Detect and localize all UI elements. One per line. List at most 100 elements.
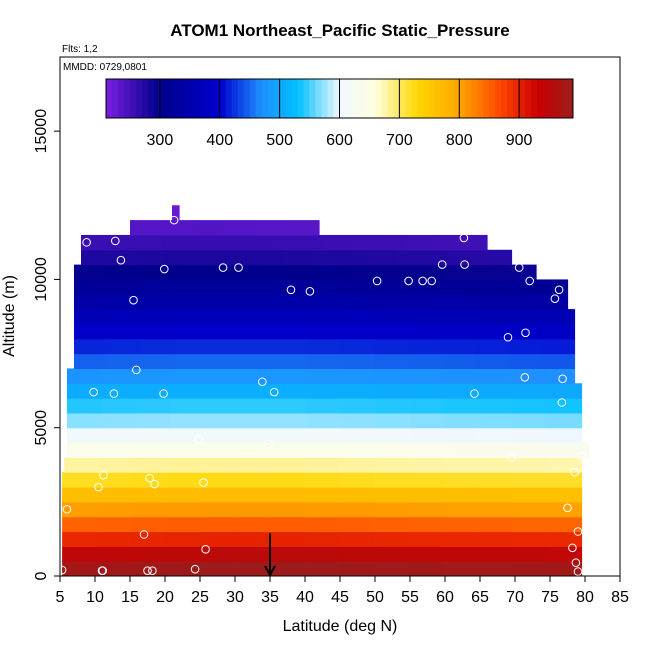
heatmap-cell xyxy=(373,546,409,562)
heatmap-cell xyxy=(341,427,377,444)
heatmap-cell xyxy=(135,264,167,281)
flight-point xyxy=(550,294,560,304)
heatmap-cell xyxy=(373,501,409,518)
heatmap-cell xyxy=(100,368,136,384)
heatmap-cell xyxy=(200,501,236,518)
heatmap-cell xyxy=(140,338,175,355)
heatmap-cell xyxy=(442,487,479,503)
colorbar-swatch xyxy=(117,79,125,118)
heatmap-cell xyxy=(269,487,306,503)
colorbar-swatch xyxy=(309,79,317,118)
heatmap-cell xyxy=(235,487,271,503)
flight-point xyxy=(460,260,469,269)
heatmap-cell xyxy=(408,501,444,518)
colorbar-swatch xyxy=(213,79,221,118)
colorbar-swatch xyxy=(489,79,496,118)
heatmap-cell xyxy=(165,531,202,547)
heatmap-cell xyxy=(408,546,444,562)
chart-title: ATOM1 Northeast_Pacific Static_Pressure xyxy=(170,21,510,40)
heatmap-cell xyxy=(240,323,275,340)
heatmap-cell xyxy=(478,412,514,429)
heatmap-cell xyxy=(341,383,377,399)
heatmap-cell xyxy=(474,264,506,281)
heatmap-cell xyxy=(167,249,197,266)
heatmap-cell xyxy=(304,516,340,533)
heatmap-cell xyxy=(216,234,244,251)
heatmap-cell xyxy=(74,323,108,340)
heatmap-cell xyxy=(165,472,202,488)
colorbar-tick-label: 400 xyxy=(206,132,233,149)
heatmap-cell xyxy=(512,472,548,488)
heatmap-cell xyxy=(351,234,380,251)
flight-point xyxy=(470,389,479,398)
colorbar-swatch xyxy=(513,79,520,118)
colorbar-swatch xyxy=(507,79,514,118)
heatmap-cell xyxy=(275,442,311,458)
flight-point xyxy=(160,264,169,274)
heatmap-cell xyxy=(207,338,242,355)
heatmap-cell xyxy=(200,516,236,533)
heatmap-cell xyxy=(169,398,205,414)
heatmap-cell xyxy=(441,353,475,369)
heatmap-cell xyxy=(512,398,548,414)
heatmap-cell xyxy=(375,398,411,414)
colorbar-swatch xyxy=(111,79,119,118)
heatmap-cell xyxy=(172,279,207,295)
heatmap-cell xyxy=(307,412,342,429)
heatmap-cell xyxy=(474,323,509,340)
heatmap-cell xyxy=(107,309,142,325)
flight-point xyxy=(558,374,567,384)
flight-point xyxy=(116,255,126,265)
heatmap-cell xyxy=(341,398,377,414)
heatmap-cell xyxy=(304,561,340,576)
x-tick-label: 15 xyxy=(121,589,139,606)
heatmap-cell xyxy=(304,472,340,488)
heatmap-cell xyxy=(477,546,513,562)
flight-point xyxy=(570,467,579,477)
heatmap-cell xyxy=(403,294,437,310)
colorbar-swatch xyxy=(531,79,538,118)
heatmap-cell xyxy=(534,294,569,310)
heatmap-cell xyxy=(166,264,198,281)
heatmap-cell xyxy=(512,412,548,429)
flight-point xyxy=(305,286,315,296)
heatmap-cell xyxy=(339,531,375,547)
heatmap-cell xyxy=(98,457,134,473)
heatmap-cell xyxy=(405,234,434,251)
flight-point xyxy=(437,260,447,269)
colorbar-swatch xyxy=(183,79,191,118)
colorbar-swatch xyxy=(471,79,478,118)
heatmap-cell xyxy=(340,309,375,325)
heatmap-cell xyxy=(101,398,137,414)
heatmap-cell xyxy=(240,309,275,325)
heatmap-cell xyxy=(307,309,342,325)
heatmap-cell xyxy=(207,323,242,340)
heatmap-cell xyxy=(512,516,548,533)
heatmap-cell xyxy=(541,323,576,340)
heatmap-cell xyxy=(240,338,275,355)
heatmap-cell xyxy=(410,398,445,414)
heatmap-cell xyxy=(478,383,514,399)
colorbar-swatch xyxy=(525,79,532,118)
heatmap-cell xyxy=(459,234,488,251)
flight-point xyxy=(264,439,273,449)
colorbar-swatch xyxy=(315,79,323,118)
heatmap-cell xyxy=(304,531,340,547)
heatmap-cell xyxy=(96,487,132,503)
heatmap-cell xyxy=(202,457,238,473)
colorbar-swatch xyxy=(351,79,358,118)
heatmap-cell xyxy=(67,383,102,399)
location-arrow xyxy=(264,533,276,578)
heatmap-cell xyxy=(96,501,132,518)
heatmap-cell xyxy=(235,546,271,562)
heatmap-cell xyxy=(408,516,444,533)
x-tick-label: 50 xyxy=(366,589,384,606)
heatmap-cell xyxy=(274,323,309,340)
heatmap-cell xyxy=(340,457,376,473)
x-tick-label: 45 xyxy=(331,589,349,606)
colorbar-swatch xyxy=(405,79,412,118)
colorbar-swatch xyxy=(297,79,305,118)
heatmap-cell xyxy=(202,368,237,384)
heatmap-cell xyxy=(547,383,583,399)
